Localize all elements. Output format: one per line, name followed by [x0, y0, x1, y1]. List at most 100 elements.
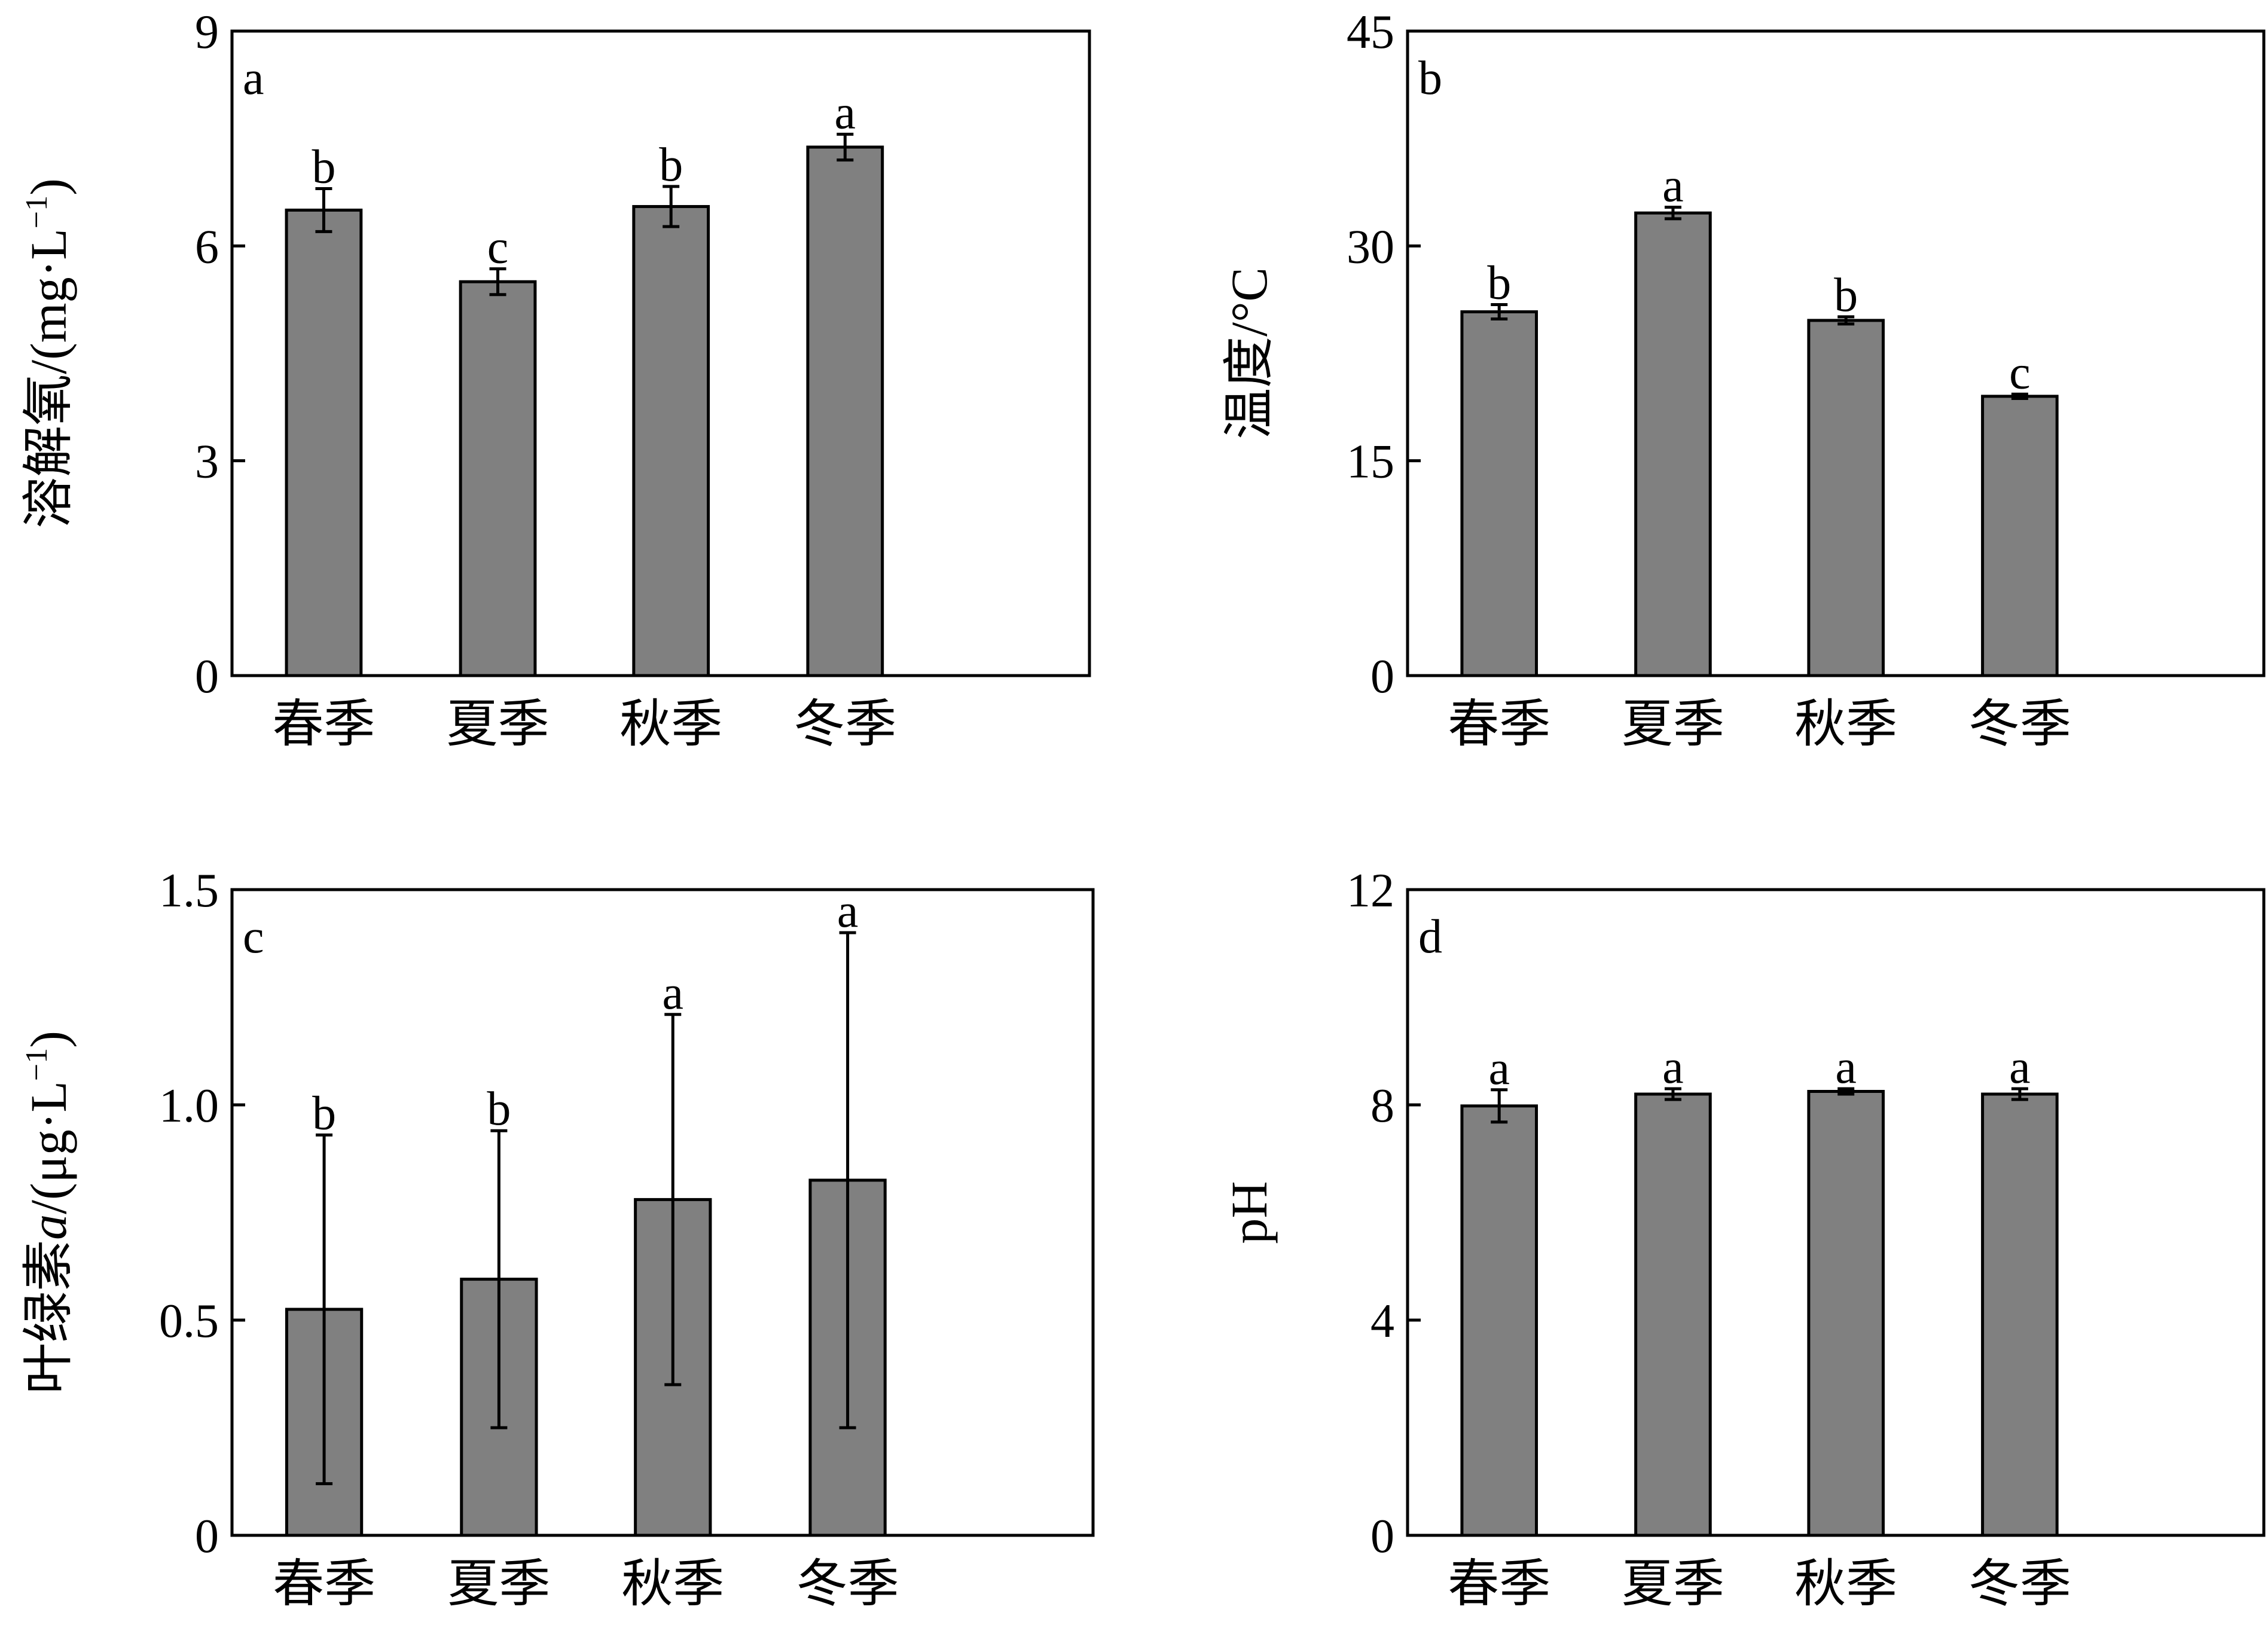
panel-b: 0 15 30 45 b 春季 a 夏季 b 秋季 c 冬季 b 温度/°C [1220, 6, 2266, 753]
category-label: 秋季 [619, 695, 722, 753]
significance-letter: b [312, 1087, 336, 1140]
significance-letter: a [1662, 160, 1684, 212]
significance-letter: a [835, 86, 856, 139]
error-bar [490, 1129, 508, 1430]
error-bar [663, 185, 680, 228]
panel-letter: a [243, 52, 264, 105]
bar-b-2 [1807, 319, 1885, 677]
y-axis-title-part: 温度/°C [1220, 267, 1278, 439]
category-label: 夏季 [1622, 1555, 1724, 1612]
bar-b-3 [1981, 395, 2059, 677]
error-bar [316, 1133, 333, 1486]
y-axis-title-part: 溶解氧/(mg·L [20, 228, 77, 529]
y-tick-label: 3 [195, 436, 219, 488]
category-label: 冬季 [1968, 695, 2071, 753]
significance-letter: c [487, 221, 509, 274]
significance-letter: b [487, 1083, 511, 1135]
y-tick-label: 6 [195, 221, 219, 273]
y-axis-title-part: /(μg·L [20, 1081, 77, 1214]
error-bar [1664, 206, 1681, 221]
panel-letter: b [1418, 52, 1442, 105]
significance-letter: b [1834, 269, 1858, 322]
y-axis-title-part: −1 [20, 1048, 54, 1081]
error-bar [1837, 315, 1855, 326]
category-label: 夏季 [1622, 695, 1724, 753]
error-bar [315, 187, 332, 233]
category-label: 夏季 [447, 1555, 550, 1612]
category-label: 春季 [272, 695, 375, 753]
bar-b-1 [1634, 211, 1712, 677]
y-tick-label: 0 [195, 1510, 219, 1563]
error-bar [839, 931, 856, 1430]
y-tick-label: 0 [1370, 650, 1394, 703]
bar-a-2 [632, 204, 710, 677]
y-axis-title-part: 叶绿素 [20, 1240, 77, 1394]
error-bar [664, 1013, 682, 1386]
significance-letter: b [659, 139, 683, 191]
panel-letter: c [243, 911, 264, 963]
y-tick-label: 9 [195, 6, 219, 59]
significance-letter: a [1488, 1042, 1510, 1095]
y-axis-title: 温度/°C [1220, 267, 1278, 439]
error-bar [489, 267, 506, 297]
category-label: 春季 [1448, 695, 1550, 753]
y-tick-label: 0 [195, 650, 219, 703]
y-tick-label: 1.5 [159, 865, 219, 917]
significance-letter: a [663, 967, 684, 1019]
y-tick-label: 12 [1347, 865, 1394, 917]
significance-letter: c [2009, 346, 2031, 399]
bar-d-3 [1981, 1092, 2059, 1537]
error-bar [837, 132, 854, 162]
y-axis-title-part: ) [20, 178, 77, 196]
bar-d-2 [1807, 1090, 1885, 1537]
category-label: 冬季 [796, 1555, 899, 1612]
y-axis-title: 叶绿素a/(μg·L−1) [20, 1031, 77, 1394]
error-bar [1837, 1087, 1855, 1096]
panel-a: 0 3 6 9 b 春季 c 夏季 b 秋季 a 冬季 a 溶解氧/(mg·L−1) [20, 6, 1091, 753]
category-label: 冬季 [793, 695, 896, 753]
category-label: 春季 [1448, 1555, 1550, 1612]
y-axis-title-part: ) [20, 1031, 77, 1048]
y-axis-title-part: pH [1220, 1181, 1278, 1244]
panel-letter: d [1418, 911, 1442, 963]
error-bar [1491, 1088, 1508, 1124]
significance-letter: a [1835, 1041, 1857, 1094]
significance-letter: a [837, 885, 859, 937]
bar-d-0 [1460, 1104, 1539, 1537]
y-axis-title-part: a [20, 1214, 77, 1240]
y-tick-label: 45 [1347, 6, 1394, 59]
y-tick-label: 1.0 [159, 1080, 219, 1132]
category-label: 夏季 [447, 695, 550, 753]
category-label: 秋季 [1794, 695, 1897, 753]
error-bar [2011, 392, 2028, 400]
bar-b-0 [1460, 310, 1539, 677]
bar-a-1 [459, 280, 537, 677]
category-label: 春季 [273, 1555, 376, 1612]
y-tick-label: 15 [1347, 436, 1394, 488]
panel-d: 0 4 8 12 a 春季 a 夏季 a 秋季 a 冬季 d pH [1220, 865, 2266, 1612]
y-tick-label: 0 [1370, 1510, 1394, 1563]
y-tick-label: 8 [1370, 1080, 1394, 1132]
error-bar [1664, 1087, 1681, 1101]
error-bar [1491, 303, 1508, 321]
y-axis-title: pH [1220, 1181, 1278, 1244]
significance-letter: a [1662, 1041, 1684, 1094]
significance-letter: a [2009, 1041, 2031, 1094]
category-label: 秋季 [621, 1555, 724, 1612]
significance-letter: b [1487, 257, 1511, 310]
bar-a-3 [806, 145, 884, 677]
category-label: 冬季 [1968, 1555, 2071, 1612]
y-tick-label: 30 [1347, 221, 1394, 273]
error-bar [2011, 1087, 2028, 1101]
y-axis-title: 溶解氧/(mg·L−1) [20, 178, 77, 529]
category-label: 秋季 [1794, 1555, 1897, 1612]
y-tick-label: 4 [1370, 1295, 1394, 1348]
bar-a-0 [285, 208, 363, 677]
y-tick-label: 0.5 [159, 1295, 219, 1348]
significance-letter: b [312, 141, 335, 194]
y-axis-title-part: −1 [20, 196, 54, 228]
bar-d-1 [1634, 1092, 1712, 1537]
